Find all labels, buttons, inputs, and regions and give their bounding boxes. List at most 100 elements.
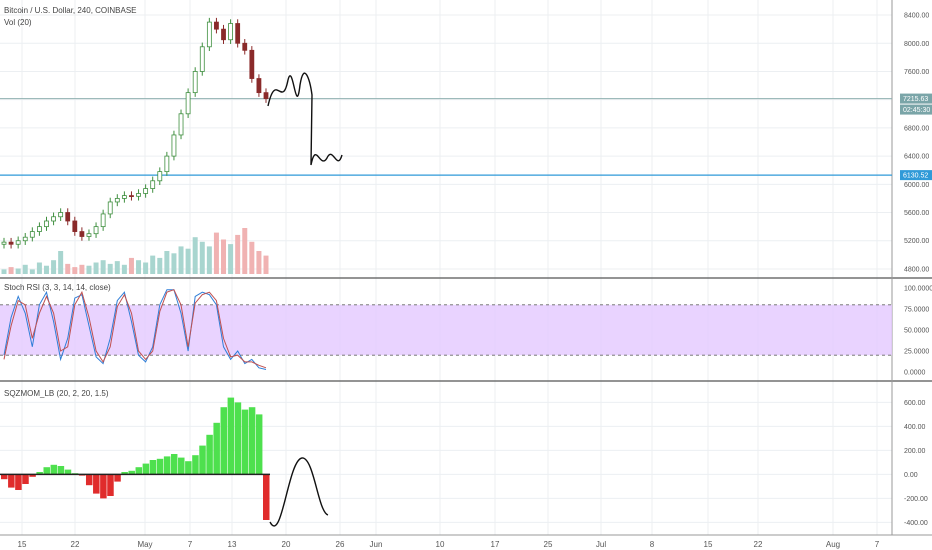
price-tick-label: 6800.00: [904, 125, 929, 132]
candle-body: [206, 21, 212, 48]
svg-text:6130.52: 6130.52: [903, 173, 928, 180]
volume-bar: [58, 251, 64, 274]
time-tick-label: 7: [875, 540, 880, 549]
momentum-bar: [192, 455, 199, 475]
candle-body: [86, 233, 92, 237]
candle-body: [22, 236, 28, 242]
candle-body: [136, 193, 141, 197]
candle-body: [185, 92, 191, 115]
candle-body: [199, 46, 205, 72]
candle-body: [157, 171, 163, 182]
volume-bar: [206, 246, 212, 274]
candle-body: [93, 226, 99, 235]
volume-bar: [143, 262, 149, 274]
time-tick-label: Jun: [370, 540, 383, 549]
time-tick-label: 17: [491, 540, 500, 549]
volume-bar: [228, 244, 234, 274]
candle-body: [249, 49, 255, 79]
volume-bar: [65, 263, 71, 274]
momentum-bar: [135, 467, 143, 475]
price-tick-label: 4800.00: [904, 266, 929, 273]
time-tick-label: 25: [544, 540, 553, 549]
candle-body: [114, 198, 120, 203]
volume-bar: [171, 253, 177, 274]
momentum-bar: [241, 409, 249, 475]
time-tick-label: 15: [18, 540, 27, 549]
candle-body: [228, 23, 233, 41]
momentum-bar: [163, 456, 171, 475]
candle-body: [121, 195, 127, 199]
candle-body: [72, 220, 78, 232]
momentum-tick-label: 200.00: [904, 448, 926, 455]
volume-bar: [107, 263, 113, 274]
momentum-bar: [248, 407, 256, 475]
volume-bar: [121, 264, 127, 274]
price-tick-label: 8000.00: [904, 41, 929, 48]
volume-bar: [221, 239, 227, 274]
volume-bar: [213, 232, 219, 274]
price-tick-label: 5200.00: [904, 238, 929, 245]
stoch-d-line: [3, 289, 267, 369]
candle-body: [15, 240, 21, 245]
volume-bar: [242, 228, 248, 274]
candle-body: [242, 42, 248, 51]
volume-bar: [136, 260, 142, 274]
candle-body: [235, 23, 241, 44]
time-tick-label: 8: [650, 540, 655, 549]
momentum-bar: [57, 466, 65, 475]
time-tick-label: 10: [436, 540, 445, 549]
time-tick-label: May: [137, 540, 152, 549]
volume-bar: [128, 257, 134, 274]
volume-bar: [164, 251, 170, 274]
momentum-bar: [1, 474, 8, 480]
momentum-bar: [142, 463, 150, 475]
candle-body: [171, 134, 177, 157]
time-tick-label: 13: [228, 540, 237, 549]
stoch-band: [0, 304, 892, 356]
candle-body: [150, 180, 156, 189]
volume-bar: [72, 267, 78, 274]
squeeze-momentum-title: SQZMOM_LB (20, 2, 20, 1.5): [4, 389, 109, 398]
time-tick-label: Aug: [826, 540, 840, 549]
momentum-bar: [206, 434, 213, 475]
stoch-tick-label: 25.0000: [904, 349, 929, 356]
momentum-tick-label: 600.00: [904, 400, 926, 407]
stoch-tick-label: 100.0000: [904, 286, 932, 293]
volume-bar: [178, 246, 184, 274]
volume-bar: [79, 264, 85, 274]
candle-body: [79, 231, 85, 237]
volume-bar: [22, 264, 28, 274]
price-tick-label: 7600.00: [904, 69, 929, 76]
candle-body: [37, 226, 42, 232]
time-tick-label: 7: [188, 540, 193, 549]
svg-text:7215.63: 7215.63: [903, 96, 928, 103]
momentum-bar: [213, 422, 220, 475]
volume-bar: [185, 248, 191, 274]
price-tick-label: 6400.00: [904, 154, 929, 161]
stoch-rsi-title: Stoch RSI (3, 3, 14, 14, close): [4, 283, 111, 292]
candle-body: [100, 213, 106, 228]
price-tag: 6130.52: [900, 170, 932, 181]
candle-body: [29, 231, 35, 238]
momentum-bar: [15, 474, 22, 490]
candle-body: [178, 113, 184, 136]
stoch-tick-label: 0.0000: [904, 370, 926, 377]
candle-body: [65, 212, 71, 222]
candle-body: [44, 220, 49, 228]
momentum-bar: [107, 474, 114, 496]
volume-bar: [43, 265, 49, 274]
momentum-bar: [121, 472, 128, 475]
momentum-bar: [114, 474, 121, 482]
momentum-bar: [227, 397, 235, 475]
momentum-tick-label: 400.00: [904, 424, 926, 431]
momentum-bar: [255, 414, 263, 475]
price-tag: 02:45:30: [900, 104, 932, 115]
price-tick-label: 5600.00: [904, 210, 929, 217]
momentum-bar: [170, 454, 178, 475]
time-tick-label: 22: [754, 540, 763, 549]
momentum-bar: [234, 402, 242, 475]
volume-bar: [29, 269, 35, 274]
hand-drawn-projection: [267, 72, 343, 166]
volume-bar: [1, 269, 7, 274]
